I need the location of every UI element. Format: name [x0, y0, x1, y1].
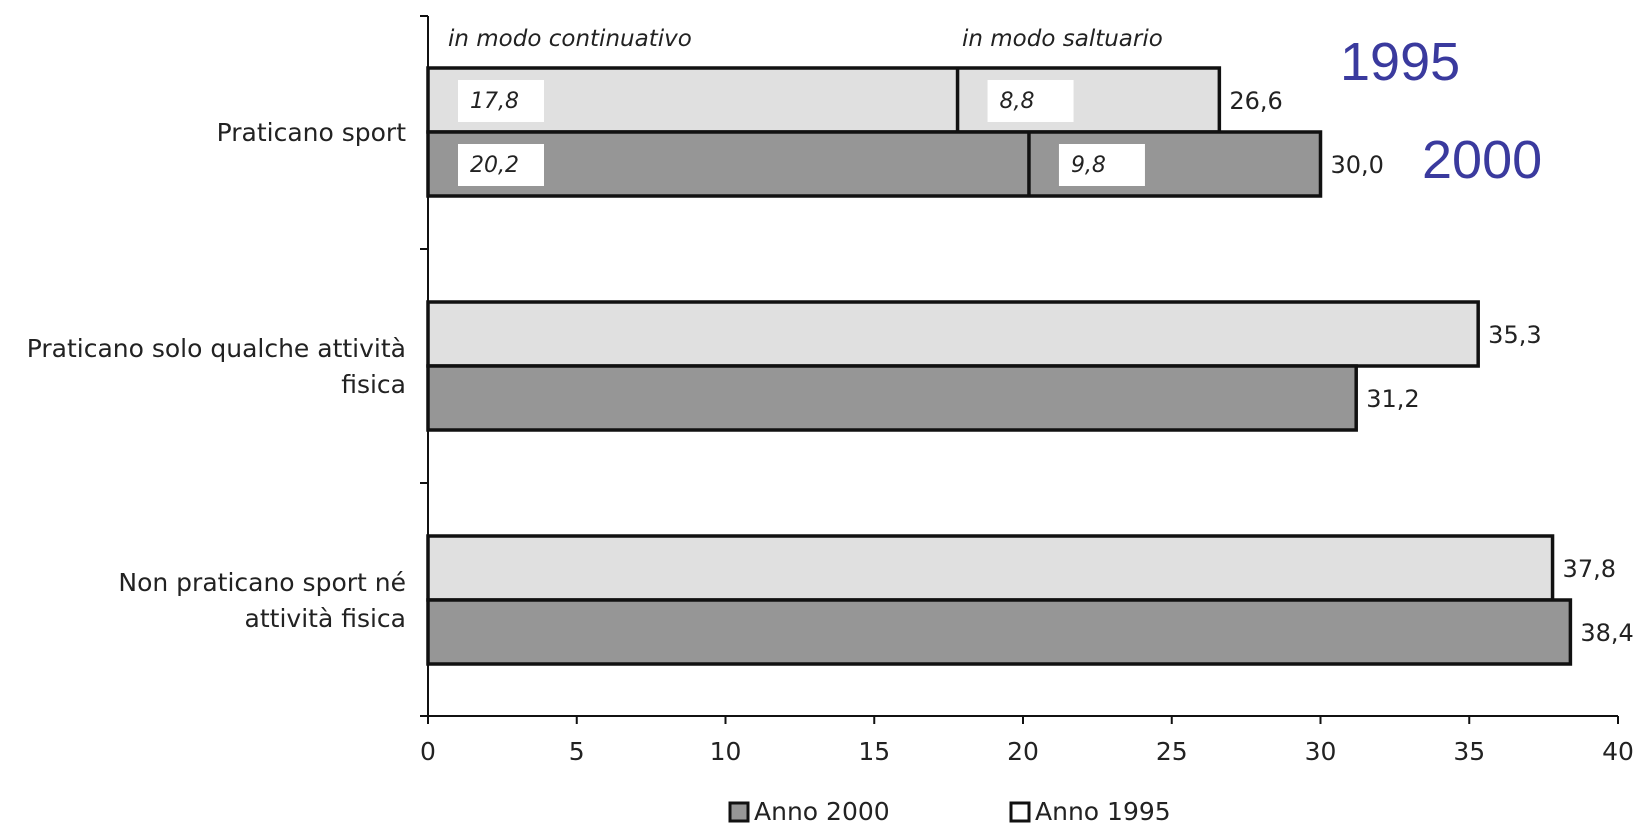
segment-header: in modo saltuario — [962, 26, 1163, 52]
value-label: 37,8 — [1563, 555, 1616, 583]
segment-value-label: 17,8 — [470, 89, 519, 114]
segment-value-label: 20,2 — [470, 153, 519, 178]
x-tick-label: 20 — [1007, 737, 1039, 766]
category-label: Non praticano sport né — [118, 568, 406, 597]
axes: 0 5 10 15 20 25 30 35 40 — [420, 15, 1634, 766]
value-label: 26,6 — [1229, 87, 1282, 115]
bar — [426, 130, 1323, 198]
legend-swatch — [1009, 801, 1031, 823]
category-label: attività fisica — [245, 604, 406, 633]
legend-label: Anno 1995 — [1035, 797, 1171, 826]
segment-label-box — [458, 144, 544, 186]
segment-header: in modo continuativo — [448, 26, 692, 52]
legend: Anno 2000 Anno 1995 — [728, 797, 1171, 826]
legend-swatch — [728, 801, 750, 823]
value-label: 35,3 — [1488, 321, 1541, 349]
value-label: 30,0 — [1331, 151, 1384, 179]
x-tick-label: 25 — [1156, 737, 1188, 766]
value-label: 31,2 — [1366, 385, 1419, 413]
segment-label-box — [458, 80, 544, 122]
category-label: Praticano solo qualche attività — [27, 334, 406, 363]
category-label: fisica — [341, 370, 406, 399]
x-tick-label: 40 — [1602, 737, 1634, 766]
year-annotation: 2000 — [1422, 130, 1542, 190]
legend-label: Anno 2000 — [754, 797, 890, 826]
x-tick-label: 15 — [858, 737, 890, 766]
x-tick-label: 10 — [710, 737, 742, 766]
bar — [426, 66, 1222, 134]
bar — [426, 598, 1573, 666]
labels: Praticano sport Praticano solo qualche at… — [27, 26, 1634, 647]
x-tick-label: 0 — [420, 737, 436, 766]
bar — [426, 534, 1555, 602]
x-tick-label: 5 — [569, 737, 585, 766]
segment-value-label: 8,8 — [1000, 89, 1035, 114]
bar — [426, 300, 1480, 368]
x-tick-label: 35 — [1453, 737, 1485, 766]
x-tick-label: 30 — [1305, 737, 1337, 766]
segment-label-box — [1058, 144, 1145, 186]
segment-value-label: 9,8 — [1071, 153, 1106, 178]
value-label: 38,4 — [1580, 619, 1633, 647]
segment-label-box — [987, 80, 1074, 122]
bar — [426, 364, 1358, 432]
category-label: Praticano sport — [217, 118, 407, 147]
bars — [426, 66, 1573, 666]
year-annotation: 1995 — [1340, 32, 1460, 92]
